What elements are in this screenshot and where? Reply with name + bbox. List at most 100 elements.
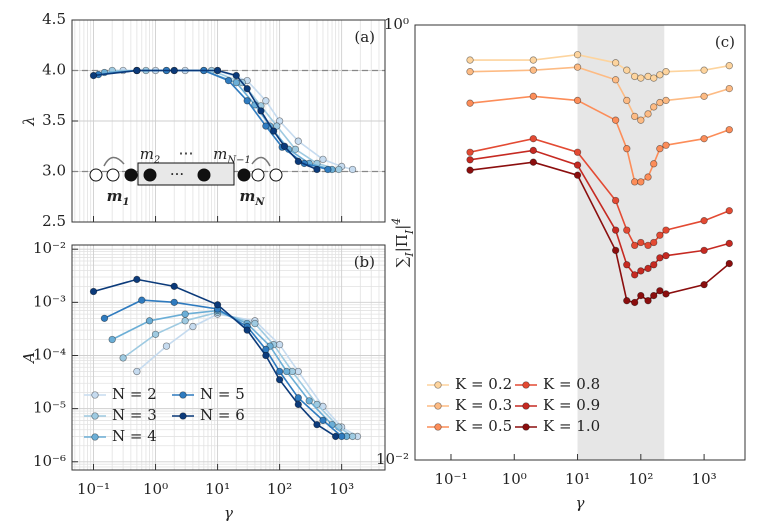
data-point: [275, 340, 284, 349]
x-tick-label: 10⁻¹: [434, 470, 467, 488]
site: [106, 168, 120, 182]
data-point: [89, 287, 98, 296]
data-point: [275, 117, 284, 125]
label-part: A: [20, 352, 38, 365]
data-point: [623, 66, 631, 74]
inset-label: mN−1: [213, 145, 251, 166]
data-point: [466, 156, 474, 164]
inset-label: m1: [107, 187, 130, 208]
data-point: [170, 282, 178, 291]
series-line: [93, 69, 318, 171]
data-point: [725, 62, 733, 70]
data-point: [637, 178, 645, 186]
data-point: [644, 173, 652, 181]
data-point: [294, 394, 302, 402]
legend-marker: [91, 391, 99, 399]
data-point: [637, 238, 645, 247]
data-point: [725, 84, 733, 93]
x-axis-label: γ: [224, 504, 233, 522]
data-point: [133, 275, 141, 284]
data-point: [162, 342, 171, 350]
data-point: [611, 59, 620, 67]
series-line: [136, 313, 358, 438]
y-tick-label: 10⁻⁵: [33, 399, 66, 417]
x-tick-label: 10⁰: [143, 480, 168, 498]
data-point: [529, 135, 537, 143]
label-part: 4: [390, 218, 403, 226]
data-point: [529, 158, 537, 166]
inset-diagram: ···m2 ⋯ mN−1m1 mN: [89, 144, 283, 208]
legend-marker: [179, 412, 187, 420]
data-point: [700, 217, 708, 225]
legend-label: N = 6: [200, 406, 245, 424]
data-point: [313, 420, 321, 429]
plot-frame: [71, 19, 386, 223]
data-point: [348, 432, 357, 441]
x-axis-label: γ: [576, 494, 585, 512]
data-point: [650, 238, 658, 247]
y-tick-label: 2.5: [42, 212, 66, 230]
inset-label: ⋯: [179, 144, 194, 162]
legend-label: K = 1.0: [543, 417, 600, 435]
y-tick-label: 10⁻²: [376, 450, 409, 468]
data-point: [656, 231, 664, 239]
data-point: [331, 432, 340, 441]
label-part: 1: [122, 197, 129, 208]
data-point: [573, 63, 582, 71]
data-point: [313, 165, 321, 174]
y-tick-label: 10⁻⁶: [33, 452, 66, 470]
data-point: [573, 148, 582, 156]
legend-label: K = 0.3: [455, 396, 512, 414]
y-tick-label: 3.5: [42, 111, 66, 129]
y-tick-label: 4.0: [42, 61, 66, 79]
data-point: [623, 145, 631, 153]
data-point: [89, 71, 98, 80]
data-point: [224, 76, 233, 85]
data-point: [656, 254, 664, 262]
data-point: [145, 317, 154, 325]
legend-label: K = 0.2: [455, 375, 512, 393]
data-point: [573, 161, 582, 169]
data-point: [644, 241, 652, 250]
data-point: [305, 397, 313, 405]
data-point: [319, 155, 327, 164]
data-point: [529, 56, 537, 64]
label-part: N−1: [226, 155, 251, 166]
x-tick-label: 10⁻¹: [77, 480, 110, 498]
data-point: [466, 68, 474, 76]
data-point: [294, 400, 302, 409]
legend-label: K = 0.9: [543, 396, 600, 414]
data-point: [631, 72, 639, 81]
data-point: [637, 291, 645, 300]
data-point: [269, 127, 278, 135]
label-part: m: [213, 145, 227, 163]
data-point: [294, 137, 302, 145]
data-point: [529, 92, 537, 100]
data-point: [100, 314, 109, 322]
data-point: [573, 96, 582, 105]
label-part: |: [393, 225, 411, 230]
data-point: [243, 85, 251, 93]
legend-marker: [91, 412, 99, 420]
data-point: [243, 326, 251, 334]
data-point: [650, 291, 658, 300]
panel-label: (a): [354, 28, 375, 46]
plot-frame: [71, 244, 386, 471]
data-point: [319, 416, 327, 425]
label-part: ∑: [393, 256, 411, 267]
data-point: [623, 261, 631, 269]
data-point: [656, 287, 664, 295]
data-point: [291, 145, 300, 153]
data-point: [243, 97, 251, 105]
label-part: ⋯: [179, 144, 194, 162]
data-point: [611, 76, 620, 84]
legend-label: N = 4: [112, 427, 157, 445]
data-point: [662, 68, 670, 76]
data-point: [275, 367, 284, 376]
data-point: [631, 178, 639, 186]
data-point: [275, 376, 284, 384]
legend-marker: [434, 402, 442, 410]
data-point: [232, 78, 240, 87]
y-tick-label: 10⁻³: [33, 292, 66, 310]
